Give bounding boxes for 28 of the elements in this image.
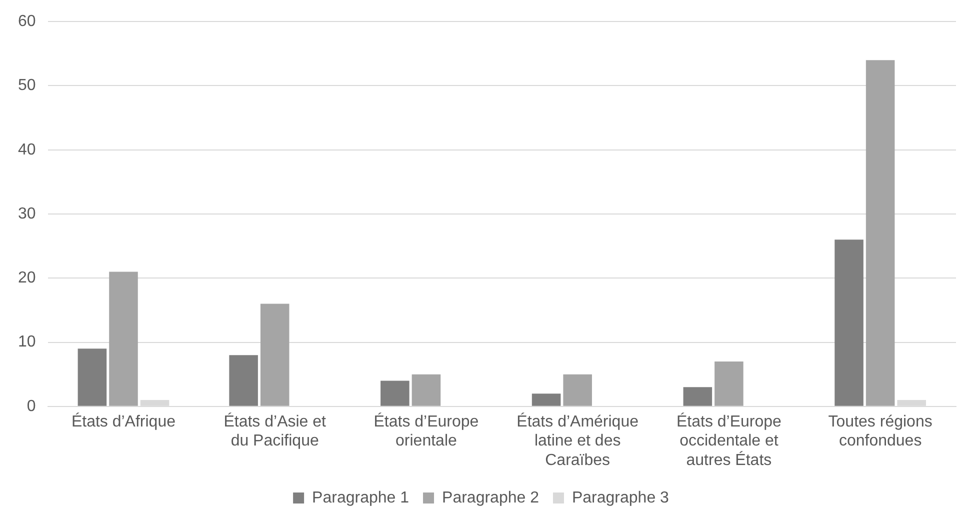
y-tick-label: 50 bbox=[18, 77, 36, 94]
bar bbox=[109, 272, 138, 406]
y-tick-label: 60 bbox=[18, 13, 36, 30]
bar bbox=[714, 362, 744, 406]
y-tick-label: 10 bbox=[18, 334, 36, 351]
bar bbox=[380, 380, 410, 406]
x-tick-label: États d’Amérique latine et des Caraïbes bbox=[516, 412, 639, 469]
x-tick-label: Toutes régions confondues bbox=[828, 413, 932, 450]
x-tick-label: États d’Europe orientale bbox=[374, 412, 479, 450]
y-tick-label: 30 bbox=[18, 205, 36, 222]
legend-label: Paragraphe 3 bbox=[572, 489, 670, 506]
x-tick-label: États d’Afrique bbox=[71, 412, 176, 430]
legend-label: Paragraphe 2 bbox=[442, 489, 540, 506]
bar bbox=[563, 374, 592, 406]
x-tick-label: États d’Europe occidentale et autres États bbox=[676, 412, 782, 469]
y-tick-label: 40 bbox=[18, 141, 36, 158]
bar bbox=[866, 60, 895, 406]
legend-label: Paragraphe 1 bbox=[312, 489, 410, 506]
bar bbox=[834, 240, 864, 406]
bar bbox=[78, 348, 107, 406]
bar bbox=[532, 394, 561, 406]
bar bbox=[229, 355, 258, 406]
bar bbox=[412, 374, 441, 406]
y-tick-label: 0 bbox=[26, 398, 36, 415]
y-tick-label: 20 bbox=[18, 270, 36, 287]
x-tick-label: États d’Asie et du Pacifique bbox=[224, 412, 327, 450]
bar bbox=[260, 304, 290, 406]
bar bbox=[683, 387, 712, 406]
